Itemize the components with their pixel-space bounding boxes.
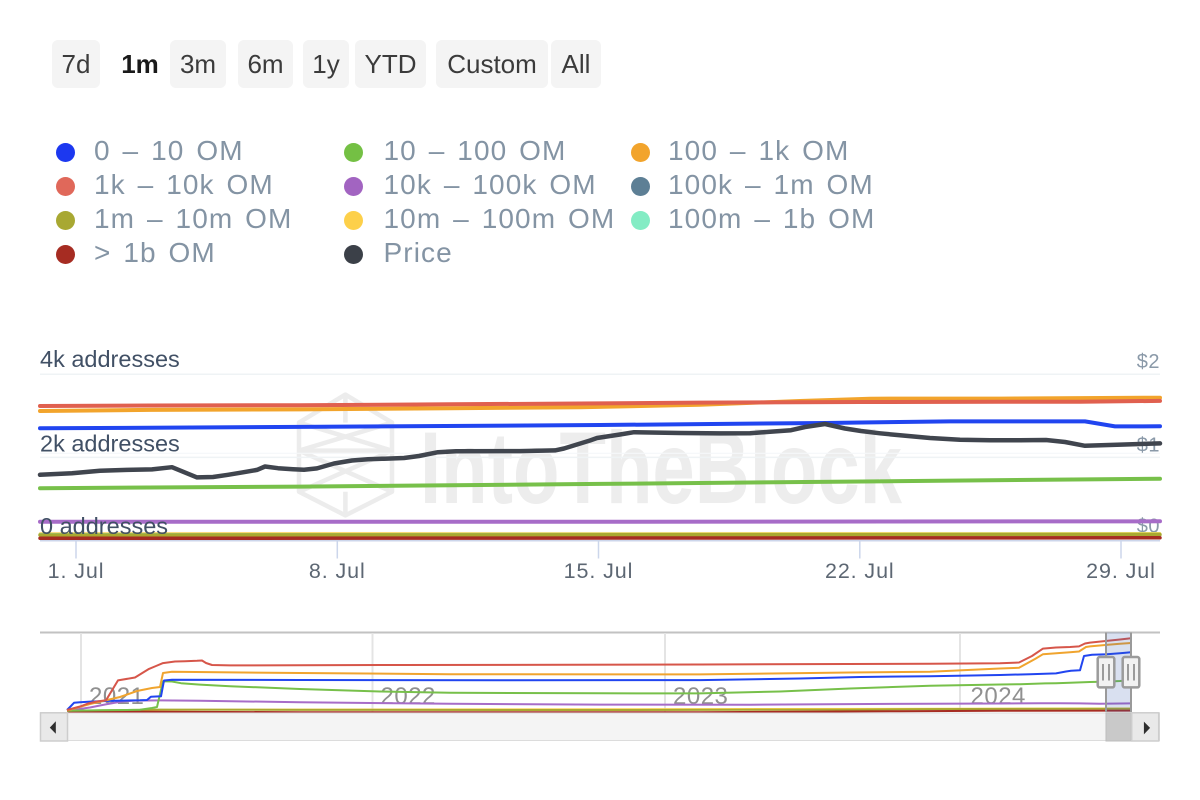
- svg-text:2024: 2024: [971, 683, 1026, 710]
- svg-text:1. Jul: 1. Jul: [48, 559, 105, 583]
- svg-text:2k addresses: 2k addresses: [40, 430, 180, 456]
- svg-text:2022: 2022: [381, 683, 436, 710]
- svg-text:29. Jul: 29. Jul: [1086, 559, 1156, 583]
- svg-text:0 addresses: 0 addresses: [40, 513, 168, 539]
- svg-text:2023: 2023: [673, 683, 728, 710]
- svg-text:4k addresses: 4k addresses: [40, 346, 180, 372]
- svg-text:22. Jul: 22. Jul: [825, 559, 895, 583]
- svg-text:8. Jul: 8. Jul: [309, 559, 366, 583]
- svg-text:15. Jul: 15. Jul: [564, 559, 634, 583]
- svg-text:$2: $2: [1137, 351, 1160, 373]
- svg-text:IntoTheBlock: IntoTheBlock: [420, 411, 902, 525]
